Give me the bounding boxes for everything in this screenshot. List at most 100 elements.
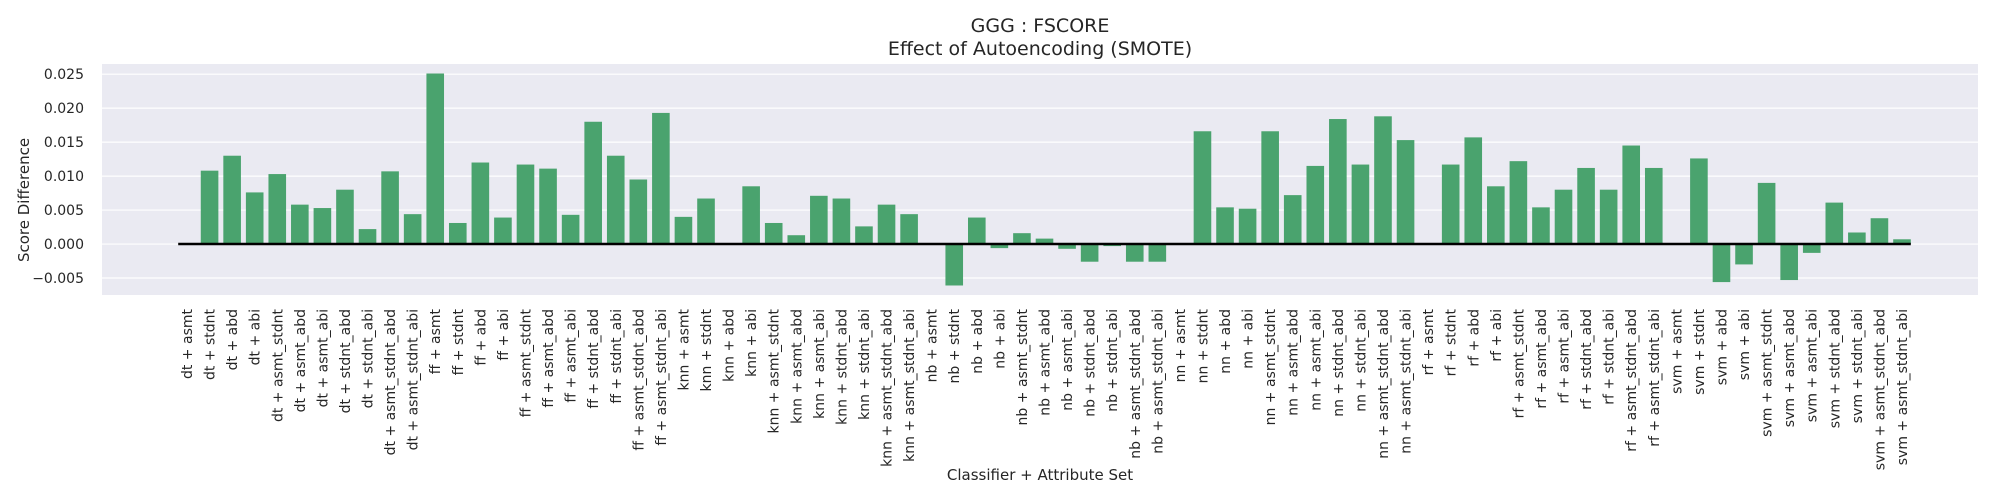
x-tick-label: rf + asmt_stdnt_abi — [1647, 309, 1663, 447]
x-tick-label: nn + abi — [1241, 309, 1257, 369]
x-tick-label: svm + asmt_abd — [1782, 309, 1798, 427]
x-tick-label: dt + asmt — [180, 308, 196, 379]
x-tick-label: nb + abi — [992, 309, 1008, 369]
bar — [1238, 208, 1257, 245]
x-tick-label: rf + stdnt — [1444, 309, 1460, 377]
y-tick-label: 0.020 — [44, 101, 84, 117]
chart-subtitle: Effect of Autoencoding (SMOTE) — [888, 38, 1192, 60]
x-tick-label: nb + asmt_stdnt_abd — [1128, 309, 1144, 459]
bar — [1802, 244, 1821, 253]
x-tick-label: rf + asmt_stdnt_abd — [1624, 309, 1640, 452]
x-tick-label: nn + asmt — [1173, 309, 1189, 383]
x-tick-label: knn + asmt_stdnt_abi — [902, 309, 918, 462]
x-tick-label: knn + stdnt_abi — [857, 309, 873, 420]
bar — [1464, 137, 1483, 245]
y-tick-label: −0.005 — [32, 271, 84, 287]
bar — [494, 217, 512, 245]
x-tick-label: knn + abi — [744, 309, 760, 377]
x-tick-label: ff + stdnt_abd — [586, 309, 602, 409]
x-tick-label: nn + asmt_abi — [1308, 309, 1324, 411]
x-tick-label: knn + asmt_stdnt — [767, 309, 783, 434]
y-tick-label: 0.015 — [44, 135, 84, 151]
bar — [268, 174, 287, 245]
y-tick-label: 0.025 — [44, 67, 84, 83]
bar — [584, 121, 602, 245]
x-tick-label: rf + asmt_stdnt — [1511, 309, 1527, 419]
y-tick-labels: −0.005 0.000 0.005 0.010 0.015 0.020 0.025 — [32, 67, 84, 287]
bar — [1193, 131, 1212, 245]
x-tick-label: nn + abd — [1218, 309, 1234, 374]
x-tick-label: ff + abi — [496, 309, 512, 361]
x-tick-label: knn + stdnt_abd — [834, 309, 850, 425]
x-tick-label: ff + asmt_abd — [541, 309, 557, 408]
x-tick-label: rf + stdnt_abd — [1579, 309, 1595, 410]
bar — [764, 222, 783, 245]
bar — [1283, 195, 1302, 245]
bar — [1080, 244, 1099, 262]
x-tick-label: ff + asmt_stdnt_abi — [654, 309, 670, 446]
bar — [1351, 164, 1370, 245]
x-tick-label: knn + stdnt — [699, 309, 715, 392]
x-tick-label: dt + asmt_stdnt — [270, 308, 286, 422]
x-tick-label: nn + asmt_abd — [1286, 309, 1302, 416]
y-tick-label: 0.010 — [44, 169, 84, 185]
bar — [1441, 164, 1460, 245]
bar — [810, 195, 828, 245]
bar — [1216, 207, 1234, 245]
x-tick-label: ff + asmt_stdnt — [518, 308, 534, 417]
x-tick-label: nb + asmt_stdnt — [1015, 309, 1031, 426]
x-tick-label: rf + abi — [1489, 309, 1505, 362]
x-tick-label: dt + asmt_stdnt_abi — [406, 309, 422, 450]
x-axis-label: Classifier + Attribute Set — [947, 466, 1133, 484]
x-tick-label: ff + abd — [473, 309, 489, 366]
x-tick-label: nn + stdnt — [1195, 309, 1211, 384]
bar — [606, 155, 625, 245]
bar — [291, 204, 309, 245]
bar — [1780, 244, 1798, 281]
x-tick-label: dt + stdnt_abd — [338, 309, 354, 413]
y-tick-label: 0.005 — [44, 203, 84, 219]
x-tick-label: svm + abi — [1737, 309, 1753, 380]
x-tick-label: nb + stdnt_abd — [1083, 309, 1099, 417]
bar — [968, 217, 986, 245]
bar — [1554, 189, 1573, 245]
x-tick-label: svm + abd — [1714, 309, 1730, 385]
bar — [1396, 140, 1415, 245]
bar — [1577, 167, 1595, 245]
bar — [1329, 119, 1347, 245]
x-tick-label: ff + asmt_stdnt_abd — [631, 309, 647, 451]
x-tick-label: dt + asmt_abi — [315, 309, 331, 407]
x-tick-label: nn + asmt_stdnt_abd — [1376, 309, 1392, 459]
x-tick-label: svm + asmt — [1669, 309, 1685, 394]
x-tick-label: dt + abi — [248, 309, 264, 365]
bar — [1690, 158, 1708, 245]
bar — [855, 226, 873, 245]
x-tick-label: svm + stdnt — [1692, 309, 1708, 395]
x-tick-label: dt + asmt_abd — [293, 309, 309, 412]
bar — [990, 244, 1009, 249]
bar — [539, 168, 557, 245]
x-tick-label: dt + abd — [225, 309, 241, 370]
bar — [1509, 161, 1528, 245]
bar — [1825, 202, 1844, 245]
x-tick-label: knn + asmt_abd — [789, 309, 805, 424]
bar — [787, 235, 806, 245]
x-tick-label: knn + abd — [722, 309, 738, 382]
bar — [697, 198, 715, 245]
bar — [336, 189, 354, 245]
bar — [1599, 189, 1618, 245]
x-tick-label: svm + stdnt_abi — [1850, 309, 1866, 423]
x-tick-label: nb + asmt — [925, 308, 941, 382]
bar — [1058, 244, 1076, 249]
bar — [1644, 167, 1663, 245]
x-tick-label: nb + asmt_stdnt_abi — [1150, 309, 1166, 454]
bar — [1306, 165, 1325, 245]
x-tick-label: ff + stdnt_abi — [609, 309, 625, 404]
bar — [674, 216, 693, 245]
x-tick-label: rf + asmt — [1421, 309, 1437, 376]
bar — [900, 214, 918, 245]
bar — [1125, 244, 1144, 262]
bar — [1757, 182, 1776, 245]
x-tick-label: svm + asmt_stdnt — [1760, 309, 1776, 437]
